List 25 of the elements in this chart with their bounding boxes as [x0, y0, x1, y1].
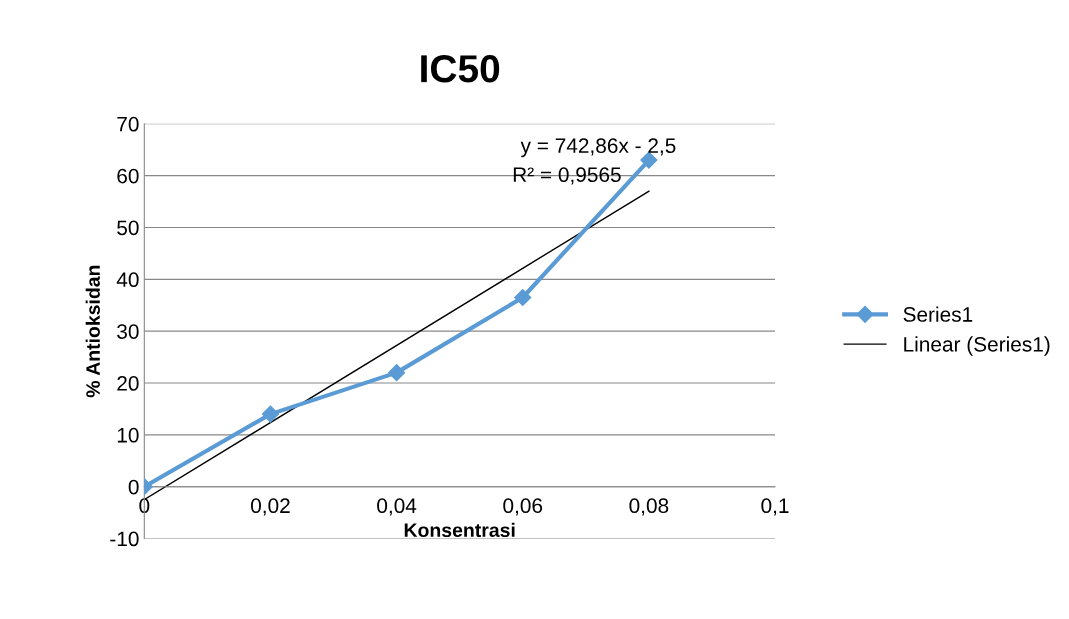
y-tick-label: 30 — [117, 324, 139, 339]
x-tick-label: 0,06 — [503, 498, 543, 516]
chart-title: IC50 — [421, 54, 500, 83]
x-tick-label: 0,02 — [251, 498, 290, 516]
point — [261, 405, 280, 423]
y-tick-label: 10 — [117, 427, 139, 443]
annotation: R² = 0,9565 — [513, 167, 621, 185]
y-tick-label: 60 — [117, 168, 139, 184]
y-axis-title: % Antioksidan — [85, 265, 100, 398]
point — [514, 288, 532, 307]
x-tick-label: 0,08 — [629, 498, 669, 516]
x-tick-label: 0,1 — [761, 498, 789, 516]
y-tick-label: 70 — [117, 116, 139, 132]
y-tick-label: 40 — [116, 272, 139, 288]
point — [388, 364, 406, 382]
y-tick-label: 0 — [128, 479, 139, 495]
legend-label: Series1 — [903, 306, 973, 322]
legend-label: Linear (Series1) — [904, 336, 1050, 356]
y-tick-label: 20 — [117, 376, 139, 391]
annotation: y = 742,86x - 2,5 — [520, 138, 676, 158]
x-tick-label: 0 — [139, 498, 150, 514]
x-axis-title: Konsentrasi — [404, 522, 515, 538]
x-tick-label: 0,04 — [377, 498, 417, 516]
y-tick-label: -10 — [110, 531, 139, 547]
y-tick-label: 50 — [117, 220, 139, 236]
